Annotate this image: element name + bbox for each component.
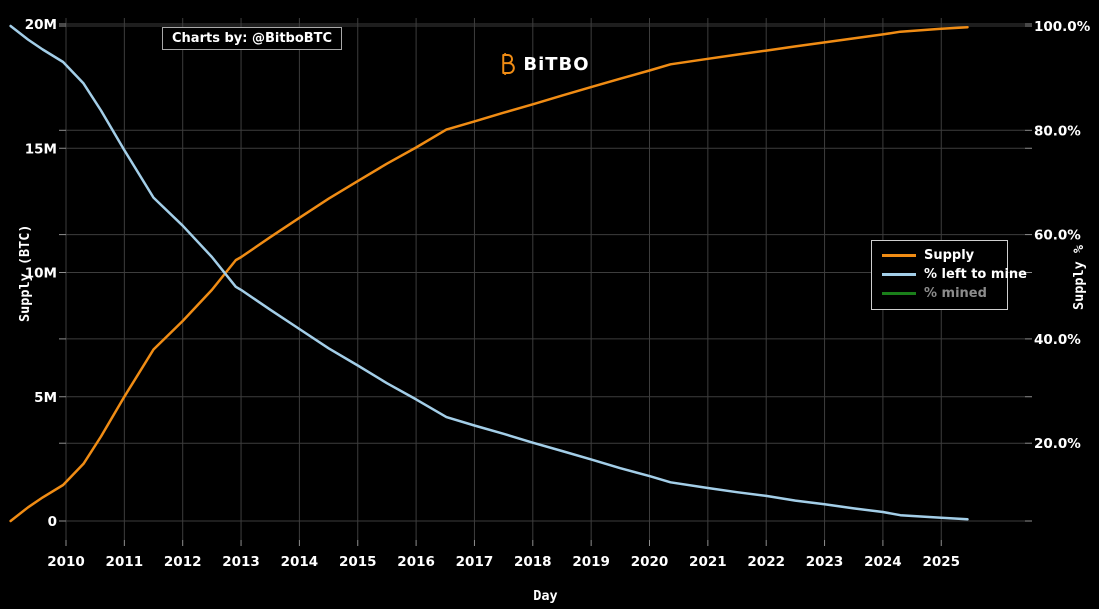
y-tick-label-left: 15M: [25, 141, 57, 157]
y-tick-label-left: 20M: [25, 17, 57, 33]
credit-text: Charts by: @BitboBTC: [172, 31, 333, 46]
x-tick-label: 2021: [689, 554, 727, 570]
legend-swatch: [882, 273, 916, 276]
legend-swatch: [882, 292, 916, 295]
y-tick-label-left: 5M: [34, 390, 57, 406]
supply-line: [9, 25, 969, 523]
x-axis-title: Day: [533, 588, 558, 604]
x-tick-label: 2023: [806, 554, 844, 570]
pct-left-to-mine-line: [9, 24, 969, 521]
y-tick-label-right: 20.0%: [1034, 436, 1081, 452]
x-tick-label: 2020: [631, 554, 669, 570]
x-tick-label: 2011: [106, 554, 144, 570]
x-tick-label: 2010: [47, 554, 85, 570]
series-layer: [9, 24, 969, 523]
x-tick-label: 2018: [514, 554, 552, 570]
legend: Supply % left to mine % mined: [871, 240, 1027, 310]
right-axis-title: Supply %: [1071, 244, 1087, 310]
x-tick-label: 2024: [864, 554, 902, 570]
legend-label: Supply: [924, 248, 975, 263]
bitbo-b-icon: [499, 52, 516, 76]
x-tick-label: 2017: [456, 554, 494, 570]
x-tick-label: 2015: [339, 554, 377, 570]
bitbo-logo: BiTBO: [0, 52, 1089, 76]
x-tick-label: 2025: [922, 554, 960, 570]
x-tick-label: 2014: [281, 554, 319, 570]
tick-label-layer: 2010 2011 2012 2013 2014 2015 2016 2017 2018 2019…: [25, 17, 1091, 570]
x-tick-label: 2016: [397, 554, 435, 570]
legend-label: % left to mine: [924, 267, 1027, 282]
bitbo-logo-text: BiTBO: [523, 53, 590, 75]
legend-item-mined[interactable]: % mined: [872, 284, 1007, 303]
legend-swatch: [882, 254, 916, 257]
y-tick-label-left: 0: [48, 514, 57, 530]
x-tick-label: 2019: [572, 554, 610, 570]
x-tick-label: 2013: [222, 554, 260, 570]
legend-item-supply[interactable]: Supply: [872, 246, 1007, 265]
credit-box: Charts by: @BitboBTC: [162, 27, 343, 50]
y-tick-label-right: 100.0%: [1034, 19, 1091, 35]
y-tick-label-right: 60.0%: [1034, 228, 1081, 244]
x-tick-label: 2012: [164, 554, 202, 570]
y-tick-label-left: 10M: [25, 266, 57, 282]
legend-item-left-to-mine[interactable]: % left to mine: [872, 265, 1027, 284]
legend-label: % mined: [924, 286, 987, 301]
left-axis-title: Supply (BTC): [17, 224, 33, 322]
x-tick-label: 2022: [747, 554, 785, 570]
y-tick-label-right: 40.0%: [1034, 332, 1081, 348]
y-tick-label-right: 80.0%: [1034, 123, 1081, 139]
